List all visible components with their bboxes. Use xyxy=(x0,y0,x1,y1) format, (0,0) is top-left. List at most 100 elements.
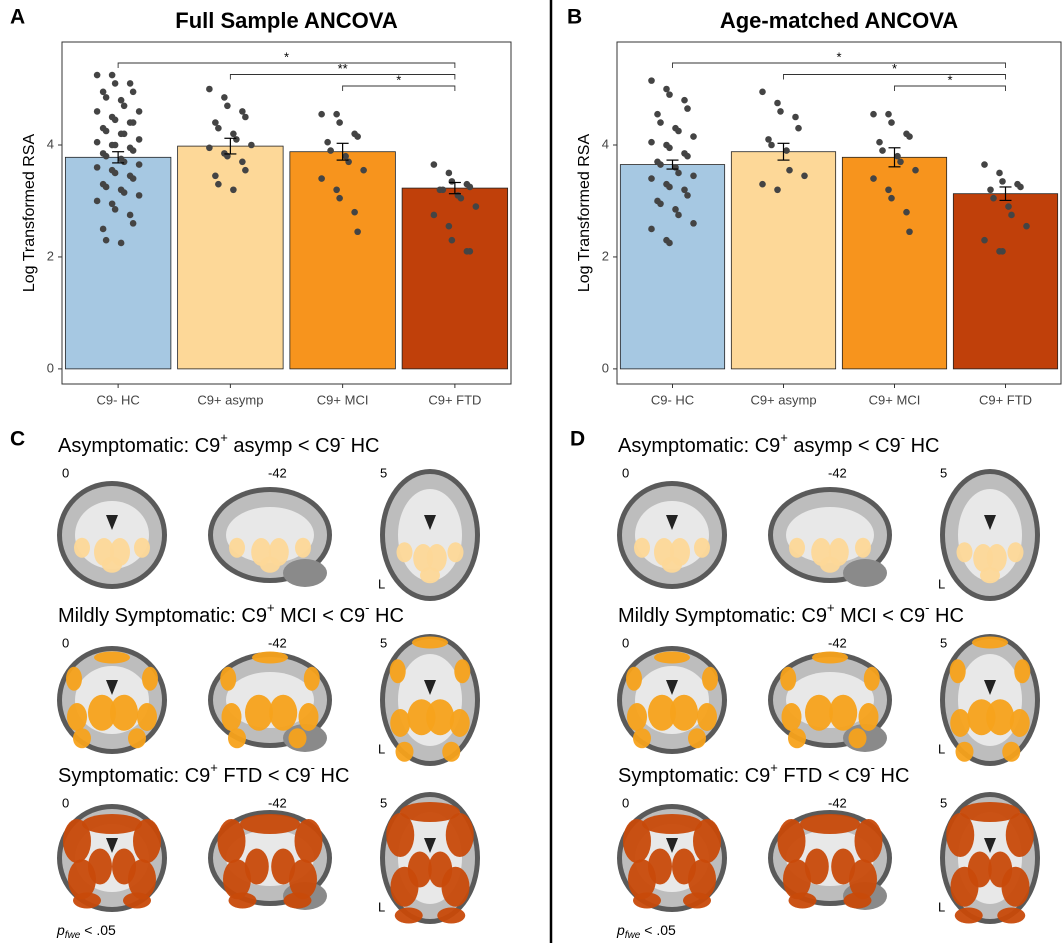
effect-blob xyxy=(672,849,696,885)
bar xyxy=(290,152,396,369)
data-point xyxy=(458,195,465,202)
effect-blob xyxy=(446,813,474,857)
y-tick-label: 2 xyxy=(47,248,54,263)
slice-label: 0 xyxy=(622,795,629,810)
bar xyxy=(620,165,724,369)
row-title: Mildly Symptomatic: C9+ MCI < C9- HC xyxy=(618,600,964,627)
data-point xyxy=(215,181,222,188)
x-tick-label: C9+ asymp xyxy=(197,392,263,407)
slice-label: -42 xyxy=(828,465,847,480)
data-point xyxy=(987,186,994,193)
data-point xyxy=(666,91,673,98)
data-point xyxy=(666,240,673,247)
data-point xyxy=(333,186,340,193)
effect-blob xyxy=(986,699,1014,735)
data-point xyxy=(1023,223,1030,230)
data-point xyxy=(318,175,325,182)
effect-blob xyxy=(289,728,307,748)
effect-blob xyxy=(295,538,311,558)
data-point xyxy=(94,139,101,146)
effect-blob xyxy=(245,695,273,731)
data-point xyxy=(446,170,453,177)
data-point xyxy=(1005,203,1012,210)
slice-label: -42 xyxy=(828,635,847,650)
data-point xyxy=(215,125,222,132)
data-point xyxy=(654,111,661,118)
x-tick-label: C9+ FTD xyxy=(428,392,481,407)
data-point xyxy=(121,130,128,137)
data-point xyxy=(675,170,682,177)
slice-label: 0 xyxy=(62,635,69,650)
brain-slice xyxy=(380,792,480,924)
effect-blob xyxy=(137,703,157,731)
data-point xyxy=(336,195,343,202)
title-part: Asymptomatic: C9 xyxy=(58,435,220,457)
significance-label: * xyxy=(892,61,897,76)
data-point xyxy=(1017,184,1024,191)
effect-blob xyxy=(73,893,101,909)
effect-blob xyxy=(648,849,672,885)
slice-label: 5 xyxy=(940,795,947,810)
effect-blob xyxy=(782,703,802,731)
panel-letter: B xyxy=(567,6,582,29)
effect-blob xyxy=(222,703,242,731)
slice-label: 5 xyxy=(380,465,387,480)
slice-label: 5 xyxy=(380,635,387,650)
footnote-sub: fwe xyxy=(65,930,81,941)
row-title: Asymptomatic: C9+ asymp < C9- HC xyxy=(58,430,379,457)
y-axis-label: Log Transformed RSA xyxy=(576,134,593,293)
title-part: FTD < C9 xyxy=(218,765,311,787)
effect-blob xyxy=(123,893,151,909)
effect-blob xyxy=(780,667,796,691)
bar xyxy=(953,194,1057,369)
effect-blob xyxy=(946,813,974,857)
bar xyxy=(402,188,508,369)
data-point xyxy=(648,175,655,182)
data-point xyxy=(885,186,892,193)
data-point xyxy=(121,158,128,165)
footnote-sub: fwe xyxy=(625,930,641,941)
title-part: asymp < C9 xyxy=(228,435,341,457)
title-part: HC xyxy=(369,605,403,627)
data-point xyxy=(242,114,249,121)
effect-blob xyxy=(110,695,138,731)
brain-slice xyxy=(57,646,167,754)
effect-blob xyxy=(812,652,848,664)
effect-blob xyxy=(950,709,970,737)
data-point xyxy=(801,172,808,179)
brain-slice xyxy=(380,469,480,601)
effect-blob xyxy=(437,908,465,924)
data-point xyxy=(431,212,438,219)
data-point xyxy=(360,167,367,174)
data-point xyxy=(103,94,110,101)
effect-blob xyxy=(789,538,805,558)
slice-label: -42 xyxy=(268,635,287,650)
data-point xyxy=(127,212,134,219)
brain-slice xyxy=(940,634,1040,766)
superscript: + xyxy=(210,760,218,775)
effect-blob xyxy=(820,557,840,573)
data-point xyxy=(318,111,325,118)
effect-blob xyxy=(220,667,236,691)
effect-blob xyxy=(788,728,806,748)
data-point xyxy=(224,103,231,110)
slice-label: 5 xyxy=(940,635,947,650)
data-point xyxy=(103,128,110,135)
effect-blob xyxy=(805,849,829,885)
title-part: FTD < C9 xyxy=(778,765,871,787)
effect-blob xyxy=(960,802,1020,822)
chart-title: Full Sample ANCOVA xyxy=(175,8,398,33)
effect-blob xyxy=(88,849,112,885)
row-title: Mildly Symptomatic: C9+ MCI < C9- HC xyxy=(58,600,404,627)
data-point xyxy=(657,119,664,126)
x-tick-label: C9+ asymp xyxy=(750,392,816,407)
effect-blob xyxy=(957,542,973,562)
row-title: Symptomatic: C9+ FTD < C9- HC xyxy=(58,760,349,787)
data-point xyxy=(681,97,688,104)
effect-blob xyxy=(428,852,452,888)
data-point xyxy=(248,142,255,149)
effect-blob xyxy=(252,652,288,664)
data-point xyxy=(112,170,119,177)
effect-blob xyxy=(395,908,423,924)
effect-blob xyxy=(642,814,702,834)
